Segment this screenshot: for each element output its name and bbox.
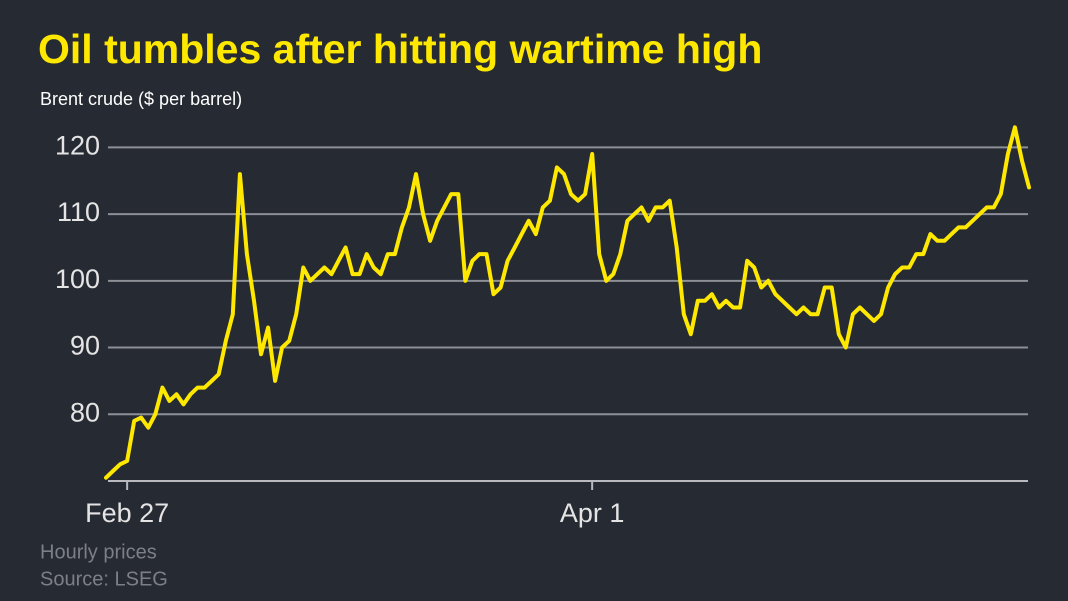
chart-title: Oil tumbles after hitting wartime high: [38, 26, 762, 72]
y-tick-label: 100: [55, 264, 100, 294]
x-tick-label: Apr 1: [560, 498, 625, 528]
price-line: [104, 125, 1031, 480]
y-tick-label: 120: [55, 130, 100, 160]
y-tick-label: 110: [57, 197, 100, 227]
note: Hourly prices: [40, 541, 157, 563]
y-tick-label: 90: [70, 331, 100, 361]
x-tick-label: Feb 27: [85, 498, 169, 528]
chart-subtitle: Brent crude ($ per barrel): [40, 89, 242, 109]
source: Source: LSEG: [40, 568, 168, 590]
y-tick-label: 80: [70, 397, 100, 427]
